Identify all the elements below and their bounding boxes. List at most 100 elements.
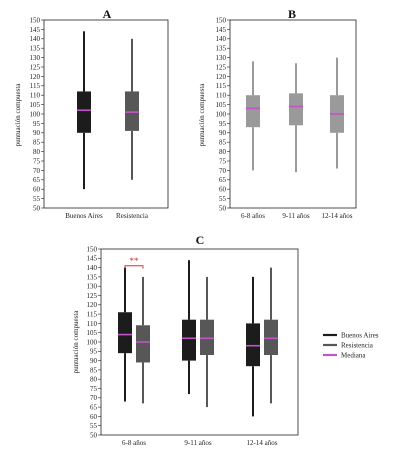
y-tick-label: 55 bbox=[90, 422, 98, 430]
y-tick-label: 90 bbox=[219, 129, 227, 137]
x-category-label: Buenos Aires bbox=[65, 212, 103, 220]
panel-b-title: B bbox=[288, 7, 296, 21]
panel-c-title: C bbox=[196, 233, 205, 247]
y-tick-label: 115 bbox=[216, 82, 227, 90]
x-category-label: 9-11 años bbox=[282, 212, 309, 220]
x-category-label: 6-8 años bbox=[122, 439, 146, 447]
y-tick-label: 95 bbox=[33, 120, 41, 128]
y-tick-label: 105 bbox=[30, 101, 41, 109]
x-category-label: 6-8 años bbox=[241, 212, 265, 220]
y-tick-label: 50 bbox=[90, 431, 98, 439]
y-tick-label: 100 bbox=[216, 110, 227, 118]
significance-marker: ** bbox=[130, 256, 140, 266]
panel-c-ylabel: puntuación compuesta bbox=[72, 310, 80, 374]
legend-entry: Mediana bbox=[323, 351, 366, 359]
y-tick-label: 130 bbox=[30, 54, 41, 62]
y-tick-label: 70 bbox=[90, 394, 98, 402]
y-tick-label: 120 bbox=[216, 73, 227, 81]
y-tick-label: 95 bbox=[219, 120, 227, 128]
box bbox=[125, 91, 139, 131]
y-tick-label: 140 bbox=[87, 264, 98, 272]
y-tick-label: 70 bbox=[219, 167, 227, 175]
panel-b-ylabel: puntuación compuesta bbox=[198, 83, 206, 147]
y-tick-label: 125 bbox=[87, 292, 98, 300]
x-category-label: 12-14 años bbox=[322, 212, 353, 220]
box-plot bbox=[289, 63, 303, 173]
box-plot bbox=[330, 57, 344, 169]
y-tick-label: 110 bbox=[216, 92, 227, 100]
box bbox=[200, 319, 214, 356]
y-tick-label: 50 bbox=[219, 204, 227, 212]
y-tick-label: 60 bbox=[90, 413, 98, 421]
y-tick-label: 120 bbox=[30, 73, 41, 81]
box bbox=[246, 95, 260, 128]
panel-c: C puntuación compuesta Buenos Aires Resis… bbox=[72, 233, 379, 447]
y-tick-label: 65 bbox=[33, 176, 41, 184]
x-category-label: 12-14 años bbox=[247, 439, 278, 447]
y-tick-label: 80 bbox=[219, 148, 227, 156]
y-tick-label: 100 bbox=[30, 110, 41, 118]
y-tick-label: 50 bbox=[33, 204, 41, 212]
y-tick-label: 150 bbox=[216, 16, 227, 24]
box-plot bbox=[182, 260, 196, 395]
y-tick-label: 140 bbox=[30, 35, 41, 43]
y-tick-label: 125 bbox=[30, 63, 41, 71]
y-tick-label: 145 bbox=[87, 255, 98, 263]
panel-a-ylabel: puntuación compuesta bbox=[14, 83, 22, 147]
y-tick-label: 85 bbox=[90, 366, 98, 374]
box bbox=[246, 323, 260, 367]
box-plot bbox=[118, 267, 132, 402]
box bbox=[77, 91, 91, 133]
x-category-label: Resistencia bbox=[116, 212, 149, 220]
y-tick-label: 140 bbox=[216, 35, 227, 43]
y-tick-label: 75 bbox=[90, 385, 98, 393]
y-tick-label: 55 bbox=[33, 195, 41, 203]
y-tick-label: 150 bbox=[30, 16, 41, 24]
legend-label: Mediana bbox=[341, 351, 366, 359]
y-tick-label: 60 bbox=[33, 186, 41, 194]
y-tick-label: 115 bbox=[87, 311, 98, 319]
y-tick-label: 75 bbox=[33, 157, 41, 165]
y-tick-label: 90 bbox=[90, 357, 98, 365]
y-tick-label: 75 bbox=[219, 157, 227, 165]
y-tick-label: 100 bbox=[87, 338, 98, 346]
box-plot bbox=[200, 276, 214, 408]
y-tick-label: 120 bbox=[87, 301, 98, 309]
y-tick-label: 85 bbox=[33, 139, 41, 147]
y-tick-label: 80 bbox=[90, 376, 98, 384]
box-plot bbox=[125, 38, 139, 180]
legend-label: Resistencia bbox=[341, 341, 374, 349]
y-tick-label: 105 bbox=[87, 329, 98, 337]
box bbox=[182, 319, 196, 361]
y-tick-label: 95 bbox=[90, 348, 98, 356]
legend-label: Buenos Aires bbox=[341, 331, 379, 339]
y-tick-label: 130 bbox=[216, 54, 227, 62]
y-tick-label: 125 bbox=[216, 63, 227, 71]
box bbox=[118, 312, 132, 354]
legend-entry: Resistencia bbox=[323, 341, 374, 349]
y-tick-label: 90 bbox=[33, 129, 41, 137]
y-tick-label: 115 bbox=[30, 82, 41, 90]
legend-entry: Buenos Aires bbox=[323, 331, 379, 339]
y-tick-label: 105 bbox=[216, 101, 227, 109]
significance-bracket: ** bbox=[124, 256, 144, 269]
y-tick-label: 135 bbox=[30, 45, 41, 53]
y-tick-label: 135 bbox=[87, 273, 98, 281]
y-tick-label: 70 bbox=[33, 167, 41, 175]
y-tick-label: 150 bbox=[87, 245, 98, 253]
box-plot bbox=[246, 276, 260, 417]
box-plot bbox=[77, 31, 91, 190]
panel-a-title: A bbox=[103, 7, 112, 21]
y-tick-label: 110 bbox=[87, 320, 98, 328]
y-tick-label: 60 bbox=[219, 186, 227, 194]
y-tick-label: 130 bbox=[87, 283, 98, 291]
box bbox=[289, 93, 303, 126]
box-plot bbox=[136, 276, 150, 404]
y-tick-label: 65 bbox=[90, 404, 98, 412]
y-tick-label: 145 bbox=[216, 26, 227, 34]
y-tick-label: 85 bbox=[219, 139, 227, 147]
y-tick-label: 65 bbox=[219, 176, 227, 184]
bracket-line bbox=[124, 265, 144, 269]
